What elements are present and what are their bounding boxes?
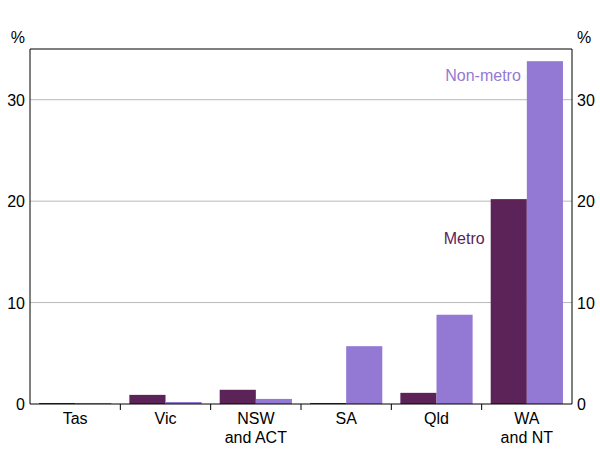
x-tick-label-line: SA bbox=[335, 410, 357, 427]
x-tick-label: Qld bbox=[424, 410, 449, 427]
x-separator bbox=[120, 404, 121, 410]
x-tick-label-line: and ACT bbox=[225, 429, 287, 446]
x-tick-label: NSW and ACT bbox=[225, 410, 287, 446]
bar bbox=[491, 199, 527, 404]
y-axis-left bbox=[30, 49, 31, 404]
bar bbox=[346, 346, 382, 404]
x-tick-label-line: Tas bbox=[63, 410, 88, 427]
y-tick-label: 0 bbox=[577, 396, 586, 413]
bar bbox=[129, 395, 165, 404]
x-tick-label-line: Qld bbox=[424, 410, 449, 427]
bar bbox=[220, 390, 256, 404]
legend-label: Non-metro bbox=[445, 67, 521, 84]
bar bbox=[256, 399, 292, 404]
bars bbox=[39, 61, 563, 404]
y-tick-label: 20 bbox=[577, 193, 595, 210]
x-tick-label-line: and NT bbox=[501, 429, 554, 446]
bar bbox=[527, 61, 563, 404]
x-tick-label: Tas bbox=[63, 410, 88, 427]
y-axis-right bbox=[572, 49, 573, 404]
y-unit-label: % bbox=[11, 29, 25, 46]
x-tick-label-line: Vic bbox=[155, 410, 177, 427]
chart-root: 0 0 10 10 20 20 30 30%% Tas Vic NSW and ACT SA Qld WA a… bbox=[0, 0, 600, 451]
x-tick-label-line: WA bbox=[514, 410, 540, 427]
grid-line bbox=[30, 99, 572, 100]
y-tick-label: 0 bbox=[16, 396, 25, 413]
x-tick-label: WA and NT bbox=[501, 410, 554, 446]
y-tick-label: 10 bbox=[577, 295, 595, 312]
y-tick-label: 10 bbox=[7, 295, 25, 312]
x-separator bbox=[391, 404, 392, 410]
x-separator bbox=[301, 404, 302, 410]
plot-top bbox=[30, 49, 572, 50]
x-tick-label-line: NSW bbox=[237, 410, 275, 427]
bar bbox=[437, 315, 473, 404]
x-separator bbox=[481, 404, 482, 410]
y-tick-label: 20 bbox=[7, 193, 25, 210]
chart-svg: 0 0 10 10 20 20 30 30%% Tas Vic NSW and ACT SA Qld WA a… bbox=[0, 0, 600, 451]
x-tick-label: Vic bbox=[155, 410, 177, 427]
x-tick-label: SA bbox=[335, 410, 357, 427]
x-separator bbox=[210, 404, 211, 410]
y-unit-label: % bbox=[577, 29, 591, 46]
y-tick-label: 30 bbox=[577, 92, 595, 109]
legend-label: Metro bbox=[444, 230, 485, 247]
bar bbox=[400, 393, 436, 404]
y-tick-label: 30 bbox=[7, 92, 25, 109]
